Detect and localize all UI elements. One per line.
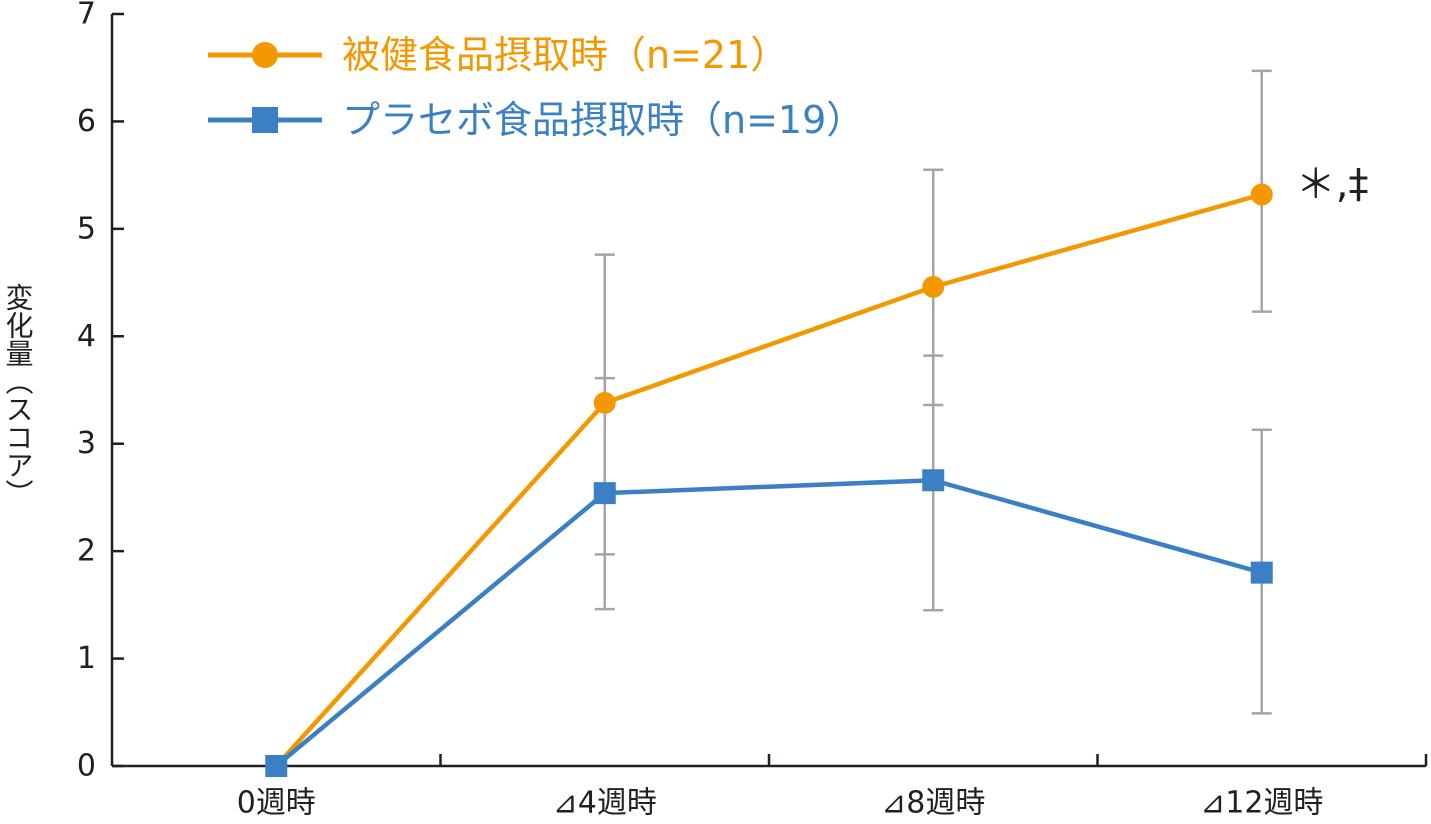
y-tick-label: 0 (77, 749, 96, 784)
legend-item: プラセボ食品摂取時（n=19） (208, 98, 864, 142)
series-markers (265, 469, 1273, 777)
y-ticks: 0 1 2 3 4 5 6 7 (77, 0, 124, 784)
legend-label: プラセボ食品摂取時（n=19） (342, 98, 864, 142)
data-point (922, 275, 945, 298)
data-point (265, 755, 288, 777)
significance-annotation: ＊,‡ (1296, 161, 1369, 207)
data-point (252, 107, 278, 133)
data-point (922, 469, 945, 492)
series-line (274, 477, 1263, 768)
legend-item: 被健食品摂取時（n=21） (208, 33, 788, 77)
annotations: ＊,‡ (1296, 161, 1369, 207)
x-tick-label: 0週時 (237, 786, 316, 821)
data-point (252, 42, 278, 68)
y-tick-label: 2 (77, 534, 96, 569)
series-line (274, 192, 1263, 768)
y-tick-label: 7 (77, 0, 96, 32)
series-test-food (274, 192, 1263, 768)
series-markers (265, 183, 1273, 777)
y-axis-title: 変化量（スコア） (2, 283, 35, 507)
series-placebo (274, 477, 1263, 768)
data-point (593, 482, 616, 505)
x-tick-label: ⊿8週時 (881, 786, 985, 821)
x-tick-label: ⊿4週時 (553, 786, 657, 821)
legend: 被健食品摂取時（n=21） プラセボ食品摂取時（n=19） (208, 33, 864, 142)
data-point (593, 391, 616, 414)
y-tick-label: 5 (77, 211, 96, 246)
y-tick-label: 3 (77, 426, 96, 461)
y-tick-label: 4 (77, 319, 96, 354)
x-tick-label: ⊿12週時 (1200, 786, 1323, 821)
y-tick-label: 1 (77, 641, 96, 676)
y-tick-label: 6 (77, 104, 96, 139)
error-bars (594, 69, 1272, 715)
x-ticks: 0週時 ⊿4週時 ⊿8週時 ⊿12週時 (237, 754, 1428, 821)
legend-label: 被健食品摂取時（n=21） (342, 33, 788, 77)
y-axis-label: 変化量（スコア） (2, 283, 35, 507)
data-point (1250, 561, 1273, 584)
series (265, 183, 1273, 777)
data-point (1250, 183, 1273, 206)
